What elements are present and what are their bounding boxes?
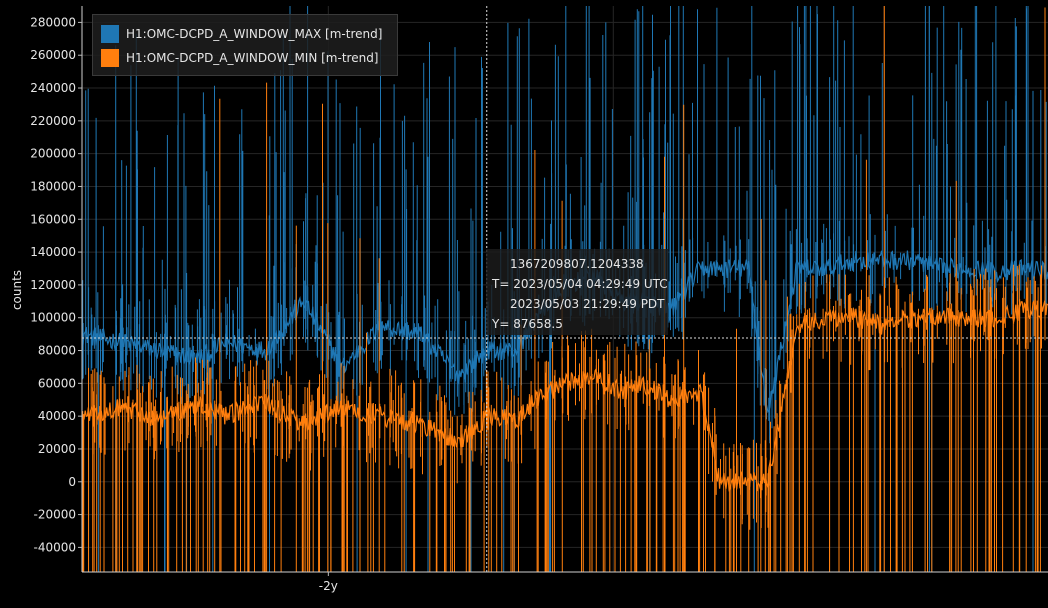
legend-item-max[interactable]: H1:OMC-DCPD_A_WINDOW_MAX [m-trend] bbox=[101, 24, 382, 44]
y-axis-title: counts bbox=[10, 270, 24, 310]
y-tick-label: 100000 bbox=[30, 311, 76, 325]
y-tick-label: 220000 bbox=[30, 114, 76, 128]
series-min-trace bbox=[81, 6, 1048, 572]
y-tick-label: 40000 bbox=[38, 409, 76, 423]
series-min-spikes bbox=[82, 6, 1046, 572]
y-tick-label: 180000 bbox=[30, 179, 76, 193]
legend-swatch-max bbox=[101, 25, 119, 43]
tooltip-y-value: Y= 87658.5 bbox=[492, 317, 563, 331]
y-tick-label: 240000 bbox=[30, 81, 76, 95]
y-tick-label: 20000 bbox=[38, 442, 76, 456]
y-axis-ticks: 2800002600002400002200002000001800001600… bbox=[30, 15, 82, 554]
legend-label-max: H1:OMC-DCPD_A_WINDOW_MAX [m-trend] bbox=[126, 27, 383, 41]
legend-item-min[interactable]: H1:OMC-DCPD_A_WINDOW_MIN [m-trend] bbox=[101, 48, 379, 68]
crosshair bbox=[82, 6, 1048, 572]
y-tick-label: 0 bbox=[68, 475, 76, 489]
y-tick-label: 140000 bbox=[30, 245, 76, 259]
y-tick-label: 60000 bbox=[38, 376, 76, 390]
y-tick-label: 260000 bbox=[30, 48, 76, 62]
chart-axes bbox=[81, 6, 1048, 573]
y-tick-label: 200000 bbox=[30, 147, 76, 161]
y-tick-label: -20000 bbox=[33, 508, 76, 522]
y-tick-label: -40000 bbox=[33, 540, 76, 554]
x-axis-ticks: -2y bbox=[319, 572, 338, 593]
y-tick-label: 80000 bbox=[38, 344, 76, 358]
tooltip-utc-time: T= 2023/05/04 04:29:49 UTC bbox=[492, 277, 668, 291]
legend-label-min: H1:OMC-DCPD_A_WINDOW_MIN [m-trend] bbox=[126, 51, 379, 65]
hover-tooltip: 1367209807.1204338 T= 2023/05/04 04:29:4… bbox=[486, 249, 668, 335]
y-tick-label: 280000 bbox=[30, 15, 76, 29]
tooltip-local-time: 2023/05/03 21:29:49 PDT bbox=[510, 297, 665, 311]
legend: H1:OMC-DCPD_A_WINDOW_MAX [m-trend] H1:OM… bbox=[92, 14, 398, 76]
y-tick-label: 160000 bbox=[30, 212, 76, 226]
y-tick-label: 120000 bbox=[30, 278, 76, 292]
legend-swatch-min bbox=[101, 49, 119, 67]
x-tick-label: -2y bbox=[319, 579, 338, 593]
tooltip-gps-time: 1367209807.1204338 bbox=[510, 257, 644, 271]
